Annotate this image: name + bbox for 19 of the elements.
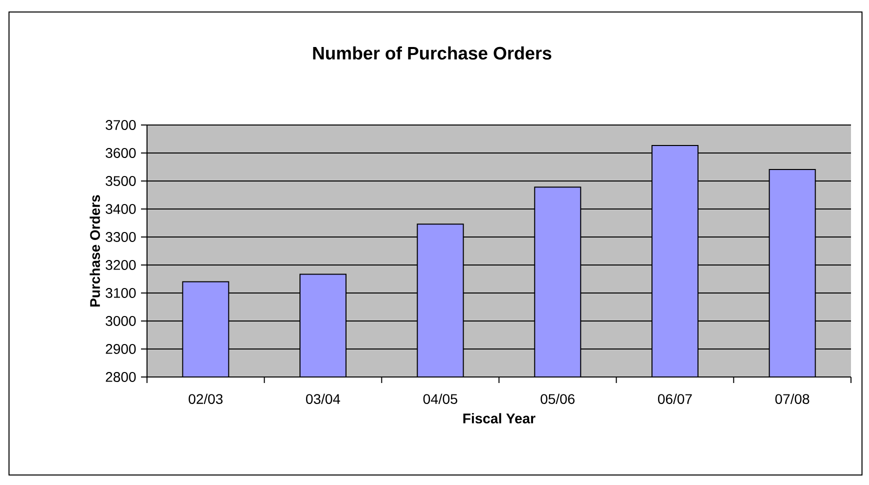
y-tick-label: 3400 xyxy=(106,204,136,214)
x-tick-label: 07/08 xyxy=(775,394,810,404)
y-tick-label: 3700 xyxy=(106,120,136,130)
y-axis-title: Purchase Orders xyxy=(90,195,100,306)
chart-title: Number of Purchase Orders xyxy=(313,46,552,60)
y-tick-label: 3100 xyxy=(106,288,136,298)
y-tick-label: 3200 xyxy=(106,260,136,270)
y-tick-label: 2900 xyxy=(106,344,136,354)
y-tick-label: 2800 xyxy=(106,372,136,382)
y-tick-label: 3500 xyxy=(106,176,136,186)
x-tick-label: 02/03 xyxy=(188,394,223,404)
y-tick-label: 3000 xyxy=(106,316,136,326)
x-tick-label: 04/05 xyxy=(423,394,458,404)
x-tick-label: 06/07 xyxy=(658,394,692,404)
x-axis-title: Fiscal Year xyxy=(463,413,536,424)
y-tick-label: 3300 xyxy=(106,232,136,242)
x-tick-label: 03/04 xyxy=(306,394,340,404)
y-tick-label: 3600 xyxy=(106,148,136,158)
x-tick-label: 05/06 xyxy=(540,394,575,404)
